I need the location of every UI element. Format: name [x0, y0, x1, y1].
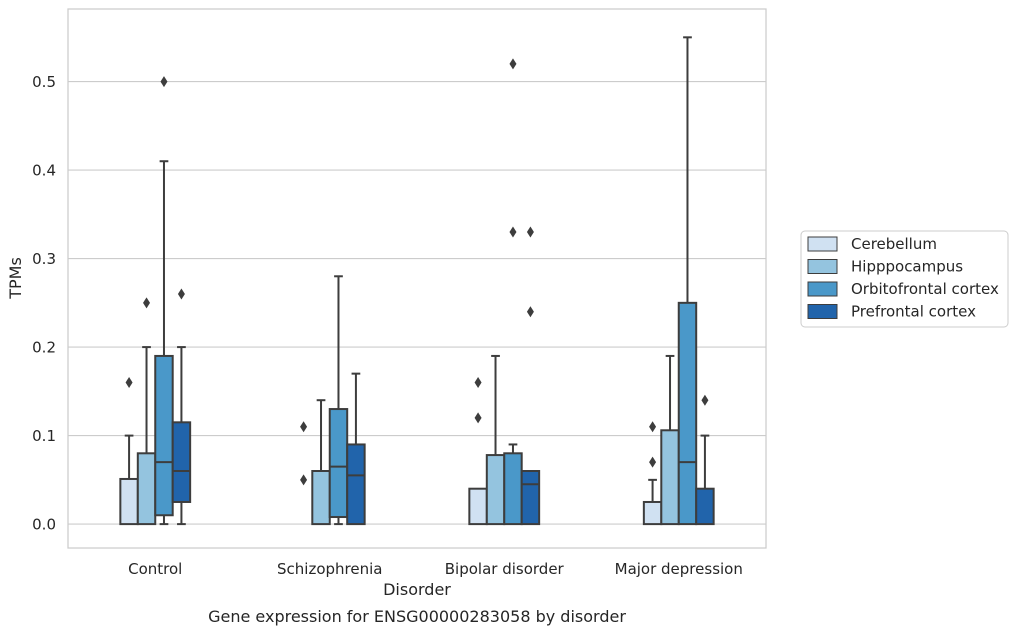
box-cerebellum: [468, 376, 488, 526]
box-prefrontal-cortex: [520, 226, 541, 526]
legend-swatch: [807, 304, 838, 319]
x-tick-label: Control: [128, 560, 182, 578]
outlier-point: [160, 76, 168, 88]
legend-swatch: [807, 236, 838, 252]
box-body: [311, 470, 331, 526]
box-cerebellum: [119, 376, 139, 526]
box-hipppocampus: [485, 354, 506, 526]
box-body: [171, 421, 192, 503]
legend-label: Cerebellum: [851, 235, 937, 253]
box-body: [677, 301, 698, 526]
legend: Cerebellum Hipppocampus Orbitofrontal cort…: [800, 230, 1009, 328]
legend-label: Orbitofrontal cortex: [851, 280, 999, 298]
y-axis-ticks: 0.0 0.1 0.2 0.3 0.4 0.5: [32, 73, 56, 534]
box-orbitofrontal-cortex: [154, 76, 174, 526]
y-tick-label: 0.3: [32, 250, 56, 268]
x-tick-label: Major depression: [615, 560, 743, 578]
legend-label: Prefrontal cortex: [851, 303, 976, 321]
box-prefrontal-cortex: [171, 288, 192, 526]
box-body: [695, 487, 715, 526]
y-tick-label: 0.5: [32, 73, 56, 91]
legend-swatch: [807, 259, 838, 274]
box-cerebellum: [300, 421, 308, 486]
outlier-point: [300, 474, 308, 486]
box-hipppocampus: [660, 354, 680, 526]
box-body: [346, 443, 366, 526]
outlier-point: [509, 58, 517, 70]
legend-frame: [800, 230, 1009, 328]
outlier-point: [701, 394, 709, 406]
box-orbitofrontal-cortex: [328, 275, 349, 526]
box-body: [520, 470, 541, 526]
outlier-point: [177, 288, 185, 300]
outlier-point: [474, 376, 482, 388]
box-prefrontal-cortex: [695, 394, 715, 526]
y-tick-label: 0.4: [32, 162, 56, 180]
y-tick-label: 0.0: [32, 516, 56, 534]
plot-area-frame: [67, 8, 767, 549]
outlier-point: [526, 226, 534, 238]
box-hipppocampus: [311, 399, 331, 526]
box-body: [642, 500, 663, 526]
y-axis-label: TPMs: [6, 257, 25, 300]
box-hipppocampus: [136, 297, 157, 526]
legend-swatch: [807, 281, 838, 297]
box-body: [468, 487, 488, 526]
box-body: [660, 429, 680, 526]
box-orbitofrontal-cortex: [677, 36, 698, 526]
x-axis-ticks: Control Schizophrenia Bipolar disorder Majo…: [128, 560, 743, 578]
box-body: [503, 452, 523, 526]
outlier-point: [300, 421, 308, 433]
y-tick-label: 0.1: [32, 427, 56, 445]
outlier-point: [649, 421, 657, 433]
legend-label: Hipppocampus: [851, 258, 963, 276]
x-axis-label: Disorder: [383, 580, 451, 599]
box-prefrontal-cortex: [346, 372, 366, 526]
outlier-point: [649, 456, 657, 468]
box-body: [328, 408, 349, 519]
box-body: [154, 354, 174, 517]
boxes: [119, 36, 715, 526]
box-body: [119, 477, 139, 526]
outlier-point: [474, 412, 482, 424]
box-orbitofrontal-cortex: [503, 58, 523, 526]
box-body: [485, 454, 506, 526]
box-body: [136, 452, 157, 526]
y-tick-label: 0.2: [32, 339, 56, 357]
outlier-point: [526, 306, 534, 318]
box-cerebellum: [642, 421, 663, 526]
x-tick-label: Bipolar disorder: [445, 560, 565, 578]
chart-caption: Gene expression for ENSG00000283058 by d…: [208, 607, 626, 626]
outlier-point: [509, 226, 517, 238]
outlier-point: [125, 376, 133, 388]
x-tick-label: Schizophrenia: [277, 560, 382, 578]
outlier-point: [143, 297, 151, 309]
